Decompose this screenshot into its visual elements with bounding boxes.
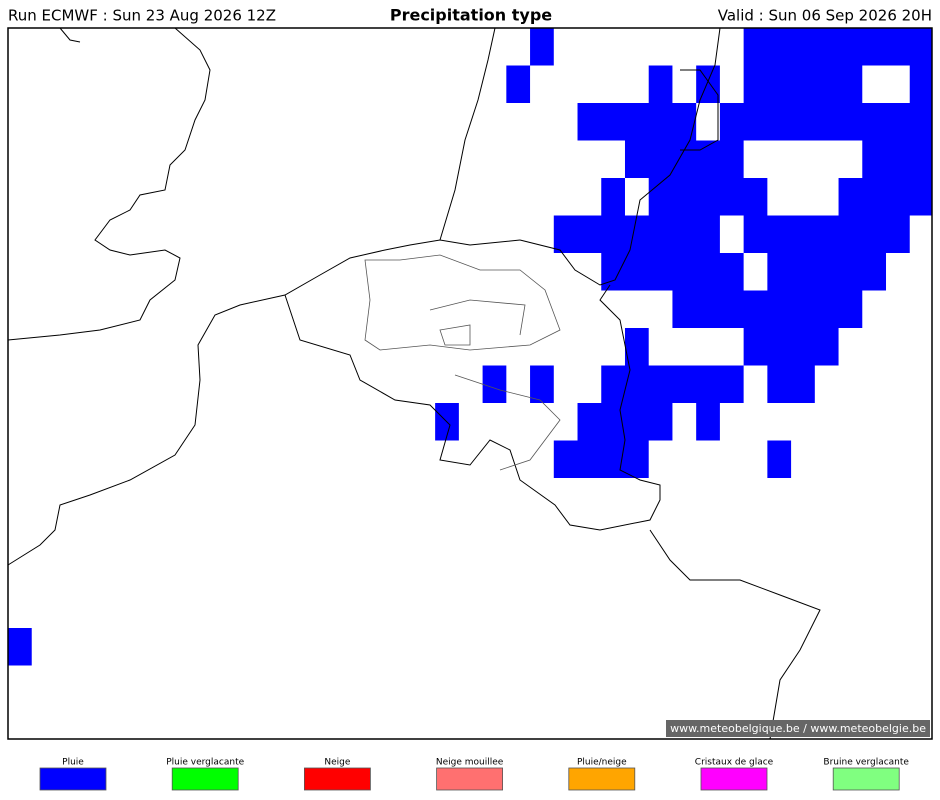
run-label: Run ECMWF : Sun 23 Aug 2026 12Z [8, 7, 276, 25]
precip-cell [696, 403, 720, 441]
precip-cell [743, 215, 910, 253]
precip-cell [743, 328, 839, 366]
precip-cell [624, 328, 649, 366]
precip-cell [553, 215, 720, 253]
legend-label: Neige [324, 758, 350, 768]
precip-cell [530, 28, 554, 66]
legend-swatch [303, 767, 371, 791]
valid-label: Valid : Sun 06 Sep 2026 20H [718, 7, 932, 25]
legend-swatch [39, 767, 107, 791]
precip-cell [601, 253, 744, 291]
title: Precipitation type [390, 6, 552, 25]
legend-swatch [568, 767, 636, 791]
precip-cell [482, 365, 507, 403]
legend-swatch [171, 767, 239, 791]
precip-cell [553, 440, 649, 478]
legend-label: Neige mouillee [436, 758, 504, 768]
precip-cell [838, 178, 932, 216]
precip-cell [530, 365, 554, 403]
precip-cell [767, 365, 815, 403]
precip-cell [672, 290, 863, 328]
legend-label: Bruine verglacante [823, 758, 909, 768]
legend-label: Cristaux de glace [695, 758, 774, 768]
precip-cell [506, 65, 531, 103]
precip-cell [909, 65, 932, 103]
coastlines [7, 27, 821, 740]
precip-cell [577, 103, 697, 141]
legend-swatch [700, 767, 768, 791]
map-frame [7, 27, 933, 740]
precip-cell [601, 178, 625, 216]
precip-cell [862, 140, 932, 178]
precip-cell [601, 365, 744, 403]
precip-cell [696, 65, 720, 103]
borders [364, 254, 561, 471]
credit: © www.meteobelgique.be / www.meteobelgie… [656, 722, 927, 735]
credit-box [666, 720, 930, 737]
precip-cell [719, 103, 932, 141]
precip-cell [648, 178, 768, 216]
legend-swatch [832, 767, 900, 791]
legend: Pluie Pluie verglacante Neige Neige mouille… [39, 758, 909, 791]
legend-label: Pluie/neige [577, 758, 627, 768]
precip-cell [648, 65, 673, 103]
precip-cell [743, 65, 863, 103]
legend-label: Pluie verglacante [166, 758, 244, 768]
precip-cell [577, 403, 673, 441]
precip-cell [767, 253, 887, 291]
legend-label: Pluie [62, 758, 84, 768]
precip-cells [8, 28, 932, 666]
precip-cell [767, 440, 792, 478]
precip-cell [743, 28, 932, 66]
legend-swatch [436, 767, 504, 791]
precip-cell [8, 628, 32, 666]
precip-cell [624, 140, 744, 178]
